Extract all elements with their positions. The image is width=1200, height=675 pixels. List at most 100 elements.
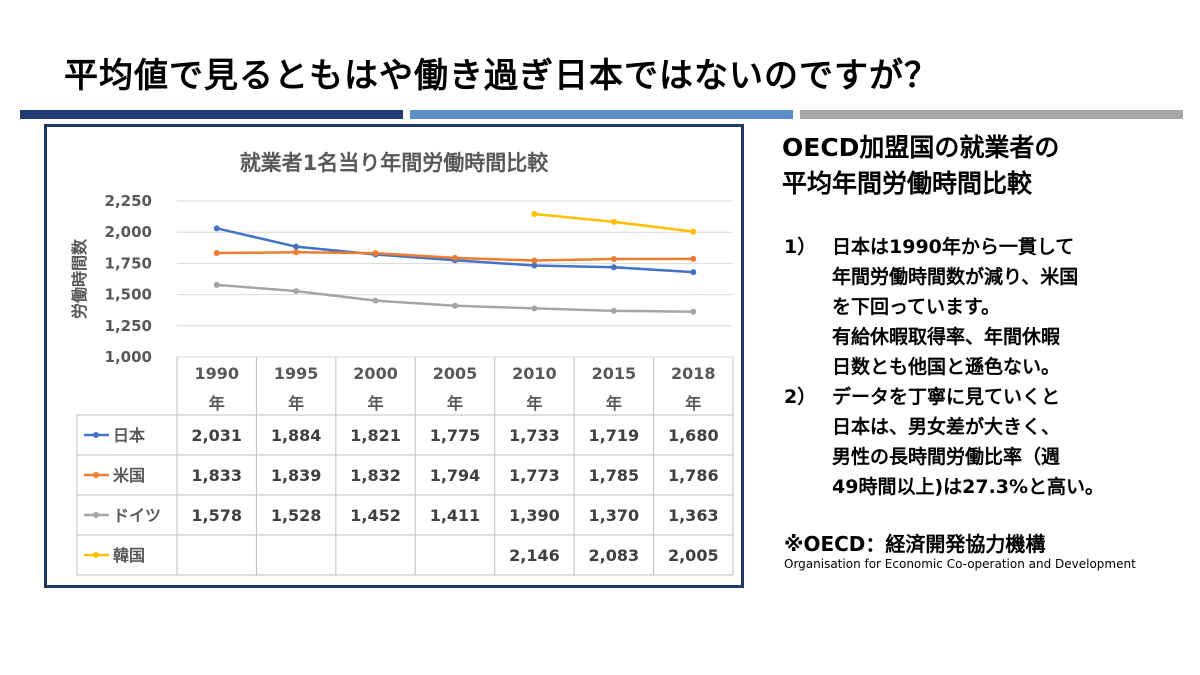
data-point [531,262,538,269]
oecd-footnote: ※OECD：経済開発協力機構 [784,532,1046,556]
legend-entry: 日本 [113,426,145,445]
legend-entry: 米国 [113,466,145,485]
data-point [690,228,697,235]
x-tick-unit: 年 [368,394,384,413]
data-table-cell: 1,833 [191,466,242,485]
note-text-line: 日本は、男女差が大きく、 [832,416,1061,438]
data-table-cell: 1,832 [350,466,401,485]
data-point [293,288,300,295]
y-tick-label: 2,250 [105,192,152,210]
slide-title: 平均値で見るともはや働き過ぎ日本ではないのですが？ [64,56,939,96]
x-tick-unit: 年 [526,394,542,413]
data-point [690,255,697,262]
data-table-cell: 1,578 [191,506,242,525]
y-axis-label: 労働時間数 [70,238,89,319]
note-item: 1） 日本は1990年から一貫して 年間労働時間数が減り、米国 を下回っています… [784,232,1104,382]
note-text-line: 男性の長時間労働比率（週 [832,446,1061,468]
note-text-line: 年間労働時間数が減り、米国 [832,266,1079,288]
x-tick-unit: 年 [606,394,622,413]
data-table-cell: 1,528 [271,506,322,525]
x-tick-label: 2000 [353,364,398,383]
data-point [452,302,458,309]
data-table-cell: 2,083 [589,546,640,565]
y-tick-label: 1,250 [105,317,152,335]
side-heading-line: 平均年間労働時間比較 [782,169,1033,198]
note-text-line: 49時間以上)は27.3%と高い。 [832,476,1105,498]
data-point [293,243,300,250]
note-number: 1） [784,236,817,258]
data-table-cell: 1,390 [509,506,560,525]
notes-list: 1） 日本は1990年から一貫して 年間労働時間数が減り、米国 を下回っています… [784,232,1104,502]
side-heading: OECD加盟国の就業者の 平均年間労働時間比較 [782,130,1059,202]
data-point [372,297,379,304]
x-tick-label: 1995 [274,364,319,383]
data-table-cell: 1,773 [509,466,560,485]
x-tick-label: 2018 [671,364,716,383]
data-point [531,257,538,264]
data-point [531,210,538,217]
data-table-cell: 2,031 [191,426,242,445]
data-table-cell: 1,680 [668,426,719,445]
legend-entry: 韓国 [113,546,145,565]
x-tick-unit: 年 [685,394,701,413]
data-point [372,250,379,257]
note-text-line: 有給休暇取得率、年間休暇 [832,326,1061,348]
y-tick-label: 1,500 [105,286,152,304]
data-table-cell: 1,839 [271,466,322,485]
oecd-full-name: Organisation for Economic Co-operation a… [784,557,1136,571]
data-point [610,307,617,314]
data-point [293,249,300,256]
data-table-cell: 1,363 [668,506,719,525]
x-tick-label: 2015 [592,364,637,383]
data-table-cell: 2,005 [668,546,719,565]
note-text-line: を下回っています。 [832,296,1001,318]
data-table-cell: 1,785 [589,466,640,485]
note-number: 2） [784,386,817,408]
data-table-cell: 2,146 [509,546,560,565]
data-table-cell: 1,775 [430,426,481,445]
data-table-cell: 1,786 [668,466,719,485]
title-underline-segment-1 [20,110,403,119]
data-point [610,264,617,271]
legend-key-marker [93,432,99,438]
y-tick-label: 1,000 [105,348,152,366]
note-text-line: 日本は1990年から一貫して [832,236,1075,258]
chart-frame: 就業者1名当り年間労働時間比較 労働時間数 1,000 1,250 1,500 1,750… [44,124,744,588]
title-underline-segment-3 [800,110,1183,119]
data-point [610,218,617,225]
data-table-cell: 1,884 [271,426,322,445]
note-text-line: 日数とも他国と遜色ない。 [832,356,1061,378]
side-heading-line: OECD加盟国の就業者の [782,133,1060,162]
data-point [610,256,617,263]
data-table-cell: 1,794 [430,466,481,485]
data-point [213,225,220,232]
data-table-cell: 1,733 [509,426,560,445]
y-tick-label: 1,750 [105,254,152,272]
data-point [690,269,697,276]
legend-entry: ドイツ [113,506,161,525]
data-table-cell: 1,452 [350,506,401,525]
note-item: 2） データを丁寧に見ていくと 日本は、男女差が大きく、 男性の長時間労働比率（… [784,382,1104,502]
note-text-line: データを丁寧に見ていくと [832,386,1061,408]
title-underline-segment-2 [410,110,793,119]
data-table-cell: 1,411 [430,506,481,525]
legend-key-marker [93,512,99,518]
legend-key-marker [93,552,99,558]
x-tick-unit: 年 [447,394,463,413]
x-tick-unit: 年 [288,394,304,413]
data-point [213,250,220,257]
data-point [531,305,538,312]
legend-key-marker [93,472,99,478]
y-tick-label: 2,000 [105,223,152,241]
x-tick-label: 2005 [433,364,478,383]
data-point [213,281,220,288]
x-tick-label: 1990 [194,364,239,383]
data-table-cell: 1,821 [350,426,401,445]
x-tick-label: 2010 [512,364,557,383]
x-tick-unit: 年 [209,394,225,413]
series-line-1 [216,227,694,274]
data-point [452,254,458,261]
data-table-cell: 1,370 [589,506,640,525]
data-point [690,308,697,315]
